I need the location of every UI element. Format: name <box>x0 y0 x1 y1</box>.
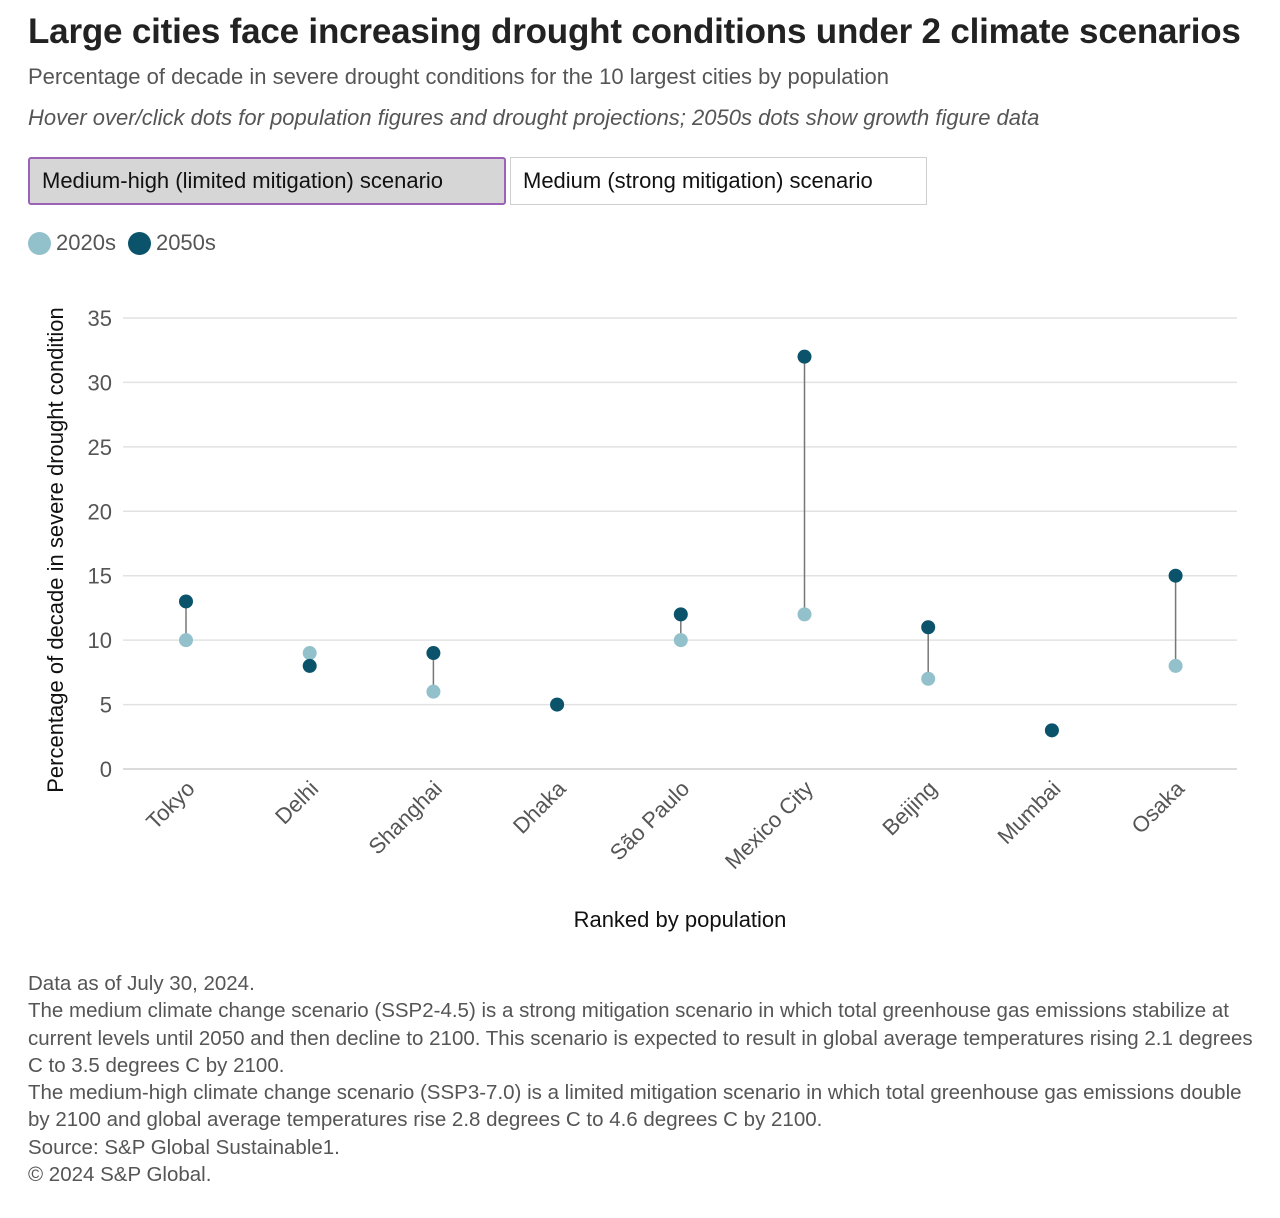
legend-label-2050s: 2050s <box>155 230 216 255</box>
data-point-2050s[interactable] <box>426 646 441 661</box>
data-point-2050s[interactable] <box>550 697 565 712</box>
y-tick-label: 10 <box>88 628 112 653</box>
data-point-2050s[interactable] <box>179 594 193 609</box>
chart-title: Large cities face increasing drought con… <box>28 12 1241 51</box>
y-tick-label: 25 <box>88 435 112 460</box>
data-point-2050s[interactable] <box>302 658 317 673</box>
x-tick-label: Mexico City <box>720 776 818 874</box>
x-axis-label: Ranked by population <box>574 907 787 932</box>
scenario-toggle-group: Medium-high (limited mitigation) scenari… <box>28 157 927 205</box>
data-point-2020s[interactable] <box>302 646 317 661</box>
x-tick-label: Shanghai <box>364 776 447 859</box>
x-tick-label: Mumbai <box>992 776 1065 849</box>
x-tick-label: São Paulo <box>605 776 694 865</box>
chart-legend: 2020s 2050s <box>28 230 228 256</box>
x-tick-label: Beijing <box>877 776 941 840</box>
footer-line: Data as of July 30, 2024. <box>28 972 255 995</box>
data-point-2050s[interactable] <box>797 349 812 364</box>
medium-scenario-button[interactable]: Medium (strong mitigation) scenario <box>510 157 927 205</box>
data-point-2050s[interactable] <box>1044 723 1059 738</box>
data-point-2050s[interactable] <box>921 620 936 635</box>
legend-swatch-2050s <box>127 231 151 255</box>
data-point-2020s[interactable] <box>1168 658 1183 673</box>
drought-dumbbell-chart: 0 5 10 15 20 25 30 35 Percentage of decade in se… <box>43 306 1237 932</box>
x-tick-label: Osaka <box>1126 775 1189 838</box>
interaction-note: Hover over/click dots for population fig… <box>28 105 1040 130</box>
y-tick-label: 35 <box>88 306 112 331</box>
footer-line: The medium climate change scenario (SSP2… <box>28 999 1253 1077</box>
footer-line: Source: S&P Global Sustainable1. <box>28 1135 340 1159</box>
legend-swatch-2020s <box>28 231 51 255</box>
legend-label-2020s: 2020s <box>56 230 116 255</box>
footer-line: The medium-high climate change scenario … <box>28 1081 1242 1132</box>
footer-line: © 2024 S&P Global. <box>28 1163 212 1187</box>
y-tick-label: 15 <box>88 564 112 589</box>
chart-subtitle: Percentage of decade in severe drought c… <box>28 64 889 89</box>
data-point-2020s[interactable] <box>179 633 193 648</box>
y-tick-label: 20 <box>88 499 112 524</box>
data-point-2050s[interactable] <box>1168 568 1183 583</box>
data-point-2020s[interactable] <box>921 671 936 686</box>
x-tick-label: Tokyo <box>141 776 199 834</box>
data-point-2020s[interactable] <box>797 607 812 622</box>
x-tick-label: Delhi <box>270 776 323 829</box>
x-tick-label: Dhaka <box>508 775 571 838</box>
y-tick-label: 0 <box>100 757 112 782</box>
medium-high-scenario-button[interactable]: Medium-high (limited mitigation) scenari… <box>28 157 506 205</box>
y-tick-label: 30 <box>88 370 112 395</box>
legend-item-2050s[interactable]: 2050s <box>127 230 216 256</box>
y-axis-label: Percentage of decade in severe drought c… <box>43 307 68 793</box>
data-point-2020s[interactable] <box>673 633 688 648</box>
data-point-2020s[interactable] <box>426 684 441 699</box>
legend-item-2020s[interactable]: 2020s <box>28 230 116 256</box>
y-tick-label: 5 <box>100 693 112 718</box>
footer-notes: Data as of July 30, 2024. The medium cli… <box>28 970 1258 1188</box>
data-point-2050s[interactable] <box>673 607 688 622</box>
